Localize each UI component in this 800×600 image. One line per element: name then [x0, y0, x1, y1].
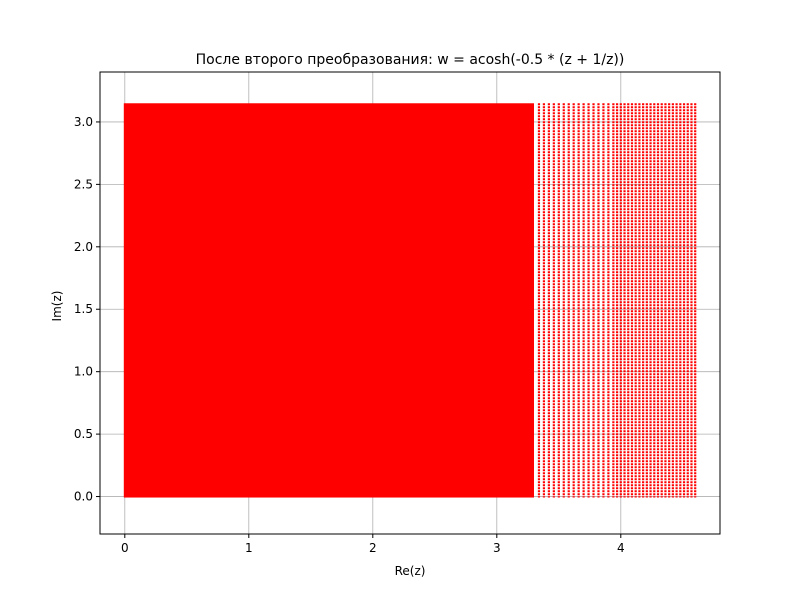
x-tick-label: 1	[245, 541, 253, 555]
y-tick-label: 1.5	[74, 302, 93, 316]
y-tick-label: 0.0	[74, 490, 93, 504]
y-axis-label: Im(z)	[50, 291, 64, 322]
chart-title: После второго преобразования: w = acosh(…	[196, 52, 625, 68]
y-tick-label: 3.0	[74, 115, 93, 129]
x-tick-label: 3	[493, 541, 501, 555]
x-tick-label: 0	[121, 541, 129, 555]
x-tick-label: 2	[369, 541, 377, 555]
data-points-dense-region	[123, 103, 535, 498]
y-tick-label: 1.0	[74, 365, 93, 379]
data-series	[123, 103, 697, 498]
plot-frame	[99, 71, 721, 535]
y-tick-label: 2.5	[74, 177, 93, 191]
y-tick-label: 2.0	[74, 240, 93, 254]
axes: 0 1 2 3 4 0.0 0.5 1.0 1.5 2.0 2.5 3.0	[74, 71, 721, 555]
y-tick-label: 0.5	[74, 427, 93, 441]
x-tick-label: 4	[617, 541, 625, 555]
x-axis-label: Re(z)	[395, 564, 426, 578]
